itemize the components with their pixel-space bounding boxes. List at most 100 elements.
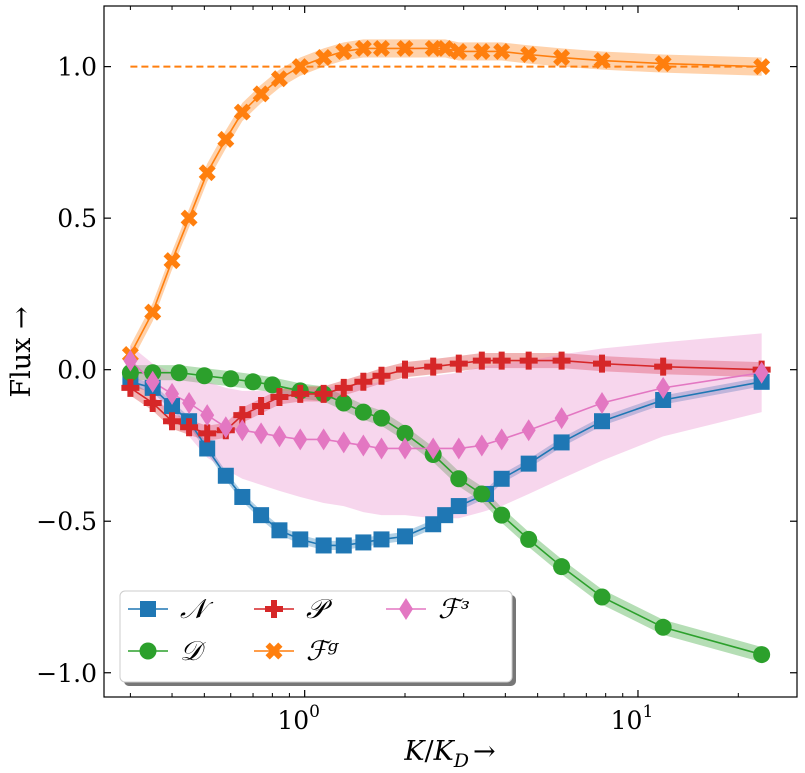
marker-D xyxy=(520,530,538,548)
marker-Fg xyxy=(198,164,216,182)
marker-Fg xyxy=(315,49,333,67)
legend-box xyxy=(119,590,513,683)
marker-P xyxy=(198,424,217,443)
marker-N xyxy=(437,507,454,524)
legend-marker-N xyxy=(140,601,156,617)
marker-Fs xyxy=(235,419,250,442)
marker-Fg xyxy=(520,46,538,63)
marker-D xyxy=(493,506,511,524)
marker-Fs xyxy=(356,434,371,457)
marker-P xyxy=(654,357,673,376)
marker-Fg xyxy=(473,42,491,60)
band-P xyxy=(130,353,762,441)
marker-Fs xyxy=(293,428,308,451)
marker-Fs xyxy=(656,376,671,399)
band-Fs xyxy=(130,333,762,519)
marker-Fs xyxy=(336,431,351,454)
marker-P xyxy=(552,351,571,370)
marker-Fs xyxy=(272,425,287,448)
axis-ticks xyxy=(104,6,798,697)
marker-Fs xyxy=(374,437,389,460)
marker-D xyxy=(473,485,491,503)
marker-N xyxy=(217,467,234,484)
marker-N xyxy=(292,531,309,548)
marker-N xyxy=(315,537,332,554)
marker-N xyxy=(450,498,467,515)
marker-Fg xyxy=(291,58,309,76)
line-D xyxy=(130,371,762,656)
marker-P xyxy=(372,366,391,385)
marker-P xyxy=(396,360,415,379)
legend-marker-D xyxy=(139,642,157,660)
y-tick-label: 0.0 xyxy=(57,356,97,385)
marker-Fg xyxy=(493,42,511,60)
series-markers xyxy=(121,39,771,664)
marker-N xyxy=(553,434,570,451)
marker-N xyxy=(373,531,390,548)
marker-D xyxy=(450,470,468,488)
marker-Fg xyxy=(335,42,353,60)
marker-Fg xyxy=(553,49,571,67)
marker-N xyxy=(397,528,414,545)
marker-Fg xyxy=(163,252,181,270)
marker-Fs xyxy=(554,407,569,430)
marker-D xyxy=(170,364,188,382)
plot-frame xyxy=(103,5,798,698)
legend-label-Fs: ℱᶟ xyxy=(438,594,471,625)
marker-Fg xyxy=(354,39,372,57)
marker-P xyxy=(519,351,538,370)
marker-Fs xyxy=(145,370,160,393)
legend-marker-Fg xyxy=(265,642,283,660)
marker-P xyxy=(449,354,468,373)
marker-P xyxy=(291,384,310,403)
x-axis-label: K/KD → xyxy=(403,736,495,772)
marker-D xyxy=(195,367,213,385)
marker-Fs xyxy=(426,437,441,460)
marker-P xyxy=(143,394,162,413)
marker-P xyxy=(472,351,491,370)
legend-marker-Fs xyxy=(399,598,413,620)
marker-N xyxy=(355,534,372,551)
marker-N xyxy=(655,391,672,408)
marker-P xyxy=(334,378,353,397)
y-tick-label: −0.5 xyxy=(36,507,97,536)
marker-D xyxy=(372,409,390,427)
marker-P xyxy=(180,418,199,437)
band-Fg xyxy=(130,39,762,364)
marker-Fs xyxy=(451,437,466,460)
marker-N xyxy=(253,507,270,524)
marker-N xyxy=(271,522,288,539)
marker-Fs xyxy=(398,437,413,460)
marker-Fg xyxy=(654,55,672,73)
marker-Fs xyxy=(521,419,536,442)
marker-Fg xyxy=(753,58,771,76)
marker-D xyxy=(654,618,672,636)
marker-N xyxy=(335,537,352,554)
y-tick-label: 0.5 xyxy=(57,204,97,233)
marker-Fg xyxy=(252,85,270,103)
marker-Fg xyxy=(450,42,468,60)
marker-D xyxy=(335,394,353,412)
y-axis-label: Flux → xyxy=(6,306,37,397)
marker-P xyxy=(492,351,511,370)
marker-Fs xyxy=(754,361,769,384)
marker-N xyxy=(164,398,181,415)
marker-Fs xyxy=(200,404,215,427)
marker-P xyxy=(163,412,182,431)
marker-D xyxy=(753,646,771,664)
marker-Fs xyxy=(123,349,138,372)
marker-Fs xyxy=(474,434,489,457)
marker-Fg xyxy=(270,70,288,88)
marker-Fs xyxy=(494,428,509,451)
marker-D xyxy=(354,403,372,421)
marker-D xyxy=(396,424,414,442)
marker-P xyxy=(354,372,373,391)
marker-D xyxy=(222,370,240,388)
marker-Fg xyxy=(372,39,390,57)
marker-P xyxy=(314,384,333,403)
marker-Fg xyxy=(144,303,162,321)
marker-P xyxy=(121,378,140,397)
marker-D xyxy=(121,364,139,382)
marker-Fs xyxy=(254,422,269,445)
y-tick-label: 1.0 xyxy=(57,53,97,82)
